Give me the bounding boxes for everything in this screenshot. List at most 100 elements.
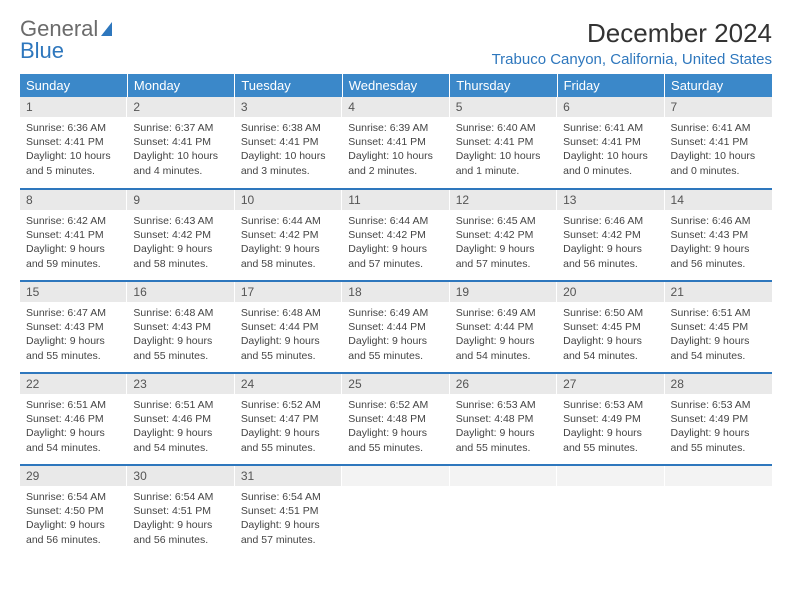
- sunset-text: Sunset: 4:48 PM: [348, 412, 443, 426]
- day-body: Sunrise: 6:53 AMSunset: 4:49 PMDaylight:…: [557, 394, 664, 461]
- brand-part1: General: [20, 18, 98, 40]
- calendar-cell: 9Sunrise: 6:43 AMSunset: 4:42 PMDaylight…: [127, 189, 234, 281]
- calendar-cell: 18Sunrise: 6:49 AMSunset: 4:44 PMDayligh…: [342, 281, 449, 373]
- daylight-text: Daylight: 10 hours and 3 minutes.: [241, 149, 336, 177]
- day-body: Sunrise: 6:41 AMSunset: 4:41 PMDaylight:…: [665, 117, 772, 184]
- sunrise-text: Sunrise: 6:43 AM: [133, 214, 228, 228]
- calendar-table: Sunday Monday Tuesday Wednesday Thursday…: [20, 74, 772, 557]
- calendar-cell: 2Sunrise: 6:37 AMSunset: 4:41 PMDaylight…: [127, 97, 234, 189]
- title-block: December 2024 Trabuco Canyon, California…: [492, 18, 772, 68]
- daylight-text: Daylight: 9 hours and 54 minutes.: [456, 334, 551, 362]
- sunset-text: Sunset: 4:41 PM: [26, 135, 121, 149]
- daylight-text: Daylight: 9 hours and 54 minutes.: [133, 426, 228, 454]
- calendar-cell: 8Sunrise: 6:42 AMSunset: 4:41 PMDaylight…: [20, 189, 127, 281]
- day-number-empty: [665, 466, 772, 486]
- day-number: 27: [557, 374, 664, 394]
- day-number: 2: [127, 97, 234, 117]
- day-number: 15: [20, 282, 127, 302]
- daylight-text: Daylight: 10 hours and 4 minutes.: [133, 149, 228, 177]
- day-body: Sunrise: 6:51 AMSunset: 4:45 PMDaylight:…: [665, 302, 772, 369]
- calendar-cell: 24Sunrise: 6:52 AMSunset: 4:47 PMDayligh…: [235, 373, 342, 465]
- brand-part2: Blue: [20, 38, 64, 63]
- daylight-text: Daylight: 9 hours and 59 minutes.: [26, 242, 121, 270]
- day-number: 19: [450, 282, 557, 302]
- day-body: Sunrise: 6:44 AMSunset: 4:42 PMDaylight:…: [342, 210, 449, 277]
- day-number: 18: [342, 282, 449, 302]
- calendar-cell: 3Sunrise: 6:38 AMSunset: 4:41 PMDaylight…: [235, 97, 342, 189]
- day-number: 4: [342, 97, 449, 117]
- sunrise-text: Sunrise: 6:44 AM: [241, 214, 336, 228]
- daylight-text: Daylight: 9 hours and 57 minutes.: [241, 518, 336, 546]
- day-number: 30: [127, 466, 234, 486]
- calendar-cell: [342, 465, 449, 557]
- sunrise-text: Sunrise: 6:54 AM: [133, 490, 228, 504]
- calendar-cell: [450, 465, 557, 557]
- calendar-cell: 21Sunrise: 6:51 AMSunset: 4:45 PMDayligh…: [665, 281, 772, 373]
- day-number: 31: [235, 466, 342, 486]
- sunset-text: Sunset: 4:46 PM: [26, 412, 121, 426]
- sunrise-text: Sunrise: 6:53 AM: [563, 398, 658, 412]
- calendar-cell: 4Sunrise: 6:39 AMSunset: 4:41 PMDaylight…: [342, 97, 449, 189]
- weekday-header: Monday: [127, 74, 234, 97]
- sunrise-text: Sunrise: 6:39 AM: [348, 121, 443, 135]
- sunrise-text: Sunrise: 6:54 AM: [241, 490, 336, 504]
- sunrise-text: Sunrise: 6:54 AM: [26, 490, 121, 504]
- day-number: 8: [20, 190, 127, 210]
- top-bar: General December 2024 Trabuco Canyon, Ca…: [20, 18, 772, 68]
- daylight-text: Daylight: 9 hours and 55 minutes.: [26, 334, 121, 362]
- sunrise-text: Sunrise: 6:38 AM: [241, 121, 336, 135]
- sunrise-text: Sunrise: 6:42 AM: [26, 214, 121, 228]
- day-body: Sunrise: 6:36 AMSunset: 4:41 PMDaylight:…: [20, 117, 127, 184]
- day-number: 7: [665, 97, 772, 117]
- brand-logo: General: [20, 18, 118, 40]
- sunrise-text: Sunrise: 6:52 AM: [241, 398, 336, 412]
- day-number: 25: [342, 374, 449, 394]
- sunrise-text: Sunrise: 6:51 AM: [133, 398, 228, 412]
- weekday-header: Saturday: [665, 74, 772, 97]
- daylight-text: Daylight: 9 hours and 55 minutes.: [671, 426, 766, 454]
- daylight-text: Daylight: 9 hours and 56 minutes.: [671, 242, 766, 270]
- calendar-cell: 15Sunrise: 6:47 AMSunset: 4:43 PMDayligh…: [20, 281, 127, 373]
- day-body: Sunrise: 6:42 AMSunset: 4:41 PMDaylight:…: [20, 210, 127, 277]
- sunset-text: Sunset: 4:41 PM: [563, 135, 658, 149]
- weekday-header: Sunday: [20, 74, 127, 97]
- brand-part2-wrap: Blue: [20, 38, 64, 64]
- sunset-text: Sunset: 4:42 PM: [348, 228, 443, 242]
- sunset-text: Sunset: 4:42 PM: [563, 228, 658, 242]
- daylight-text: Daylight: 9 hours and 58 minutes.: [241, 242, 336, 270]
- daylight-text: Daylight: 9 hours and 54 minutes.: [563, 334, 658, 362]
- brand-sail-icon: [100, 21, 118, 37]
- daylight-text: Daylight: 10 hours and 5 minutes.: [26, 149, 121, 177]
- day-number: 20: [557, 282, 664, 302]
- sunset-text: Sunset: 4:42 PM: [133, 228, 228, 242]
- daylight-text: Daylight: 9 hours and 54 minutes.: [26, 426, 121, 454]
- calendar-cell: 7Sunrise: 6:41 AMSunset: 4:41 PMDaylight…: [665, 97, 772, 189]
- daylight-text: Daylight: 10 hours and 1 minute.: [456, 149, 551, 177]
- calendar-cell: 20Sunrise: 6:50 AMSunset: 4:45 PMDayligh…: [557, 281, 664, 373]
- sunset-text: Sunset: 4:44 PM: [241, 320, 336, 334]
- sunset-text: Sunset: 4:41 PM: [456, 135, 551, 149]
- weekday-header: Tuesday: [235, 74, 342, 97]
- sunrise-text: Sunrise: 6:45 AM: [456, 214, 551, 228]
- day-body: Sunrise: 6:51 AMSunset: 4:46 PMDaylight:…: [20, 394, 127, 461]
- sunset-text: Sunset: 4:41 PM: [348, 135, 443, 149]
- daylight-text: Daylight: 9 hours and 55 minutes.: [133, 334, 228, 362]
- sunrise-text: Sunrise: 6:48 AM: [133, 306, 228, 320]
- day-number: 21: [665, 282, 772, 302]
- day-body: Sunrise: 6:53 AMSunset: 4:48 PMDaylight:…: [450, 394, 557, 461]
- calendar-cell: 12Sunrise: 6:45 AMSunset: 4:42 PMDayligh…: [450, 189, 557, 281]
- day-number: 6: [557, 97, 664, 117]
- day-number-empty: [450, 466, 557, 486]
- calendar-cell: 14Sunrise: 6:46 AMSunset: 4:43 PMDayligh…: [665, 189, 772, 281]
- day-body: Sunrise: 6:44 AMSunset: 4:42 PMDaylight:…: [235, 210, 342, 277]
- day-body: Sunrise: 6:54 AMSunset: 4:51 PMDaylight:…: [127, 486, 234, 553]
- day-body: Sunrise: 6:51 AMSunset: 4:46 PMDaylight:…: [127, 394, 234, 461]
- day-number: 11: [342, 190, 449, 210]
- sunset-text: Sunset: 4:44 PM: [348, 320, 443, 334]
- day-body: Sunrise: 6:52 AMSunset: 4:48 PMDaylight:…: [342, 394, 449, 461]
- day-number-empty: [342, 466, 449, 486]
- daylight-text: Daylight: 10 hours and 0 minutes.: [671, 149, 766, 177]
- sunset-text: Sunset: 4:45 PM: [671, 320, 766, 334]
- calendar-cell: 17Sunrise: 6:48 AMSunset: 4:44 PMDayligh…: [235, 281, 342, 373]
- day-body: Sunrise: 6:48 AMSunset: 4:44 PMDaylight:…: [235, 302, 342, 369]
